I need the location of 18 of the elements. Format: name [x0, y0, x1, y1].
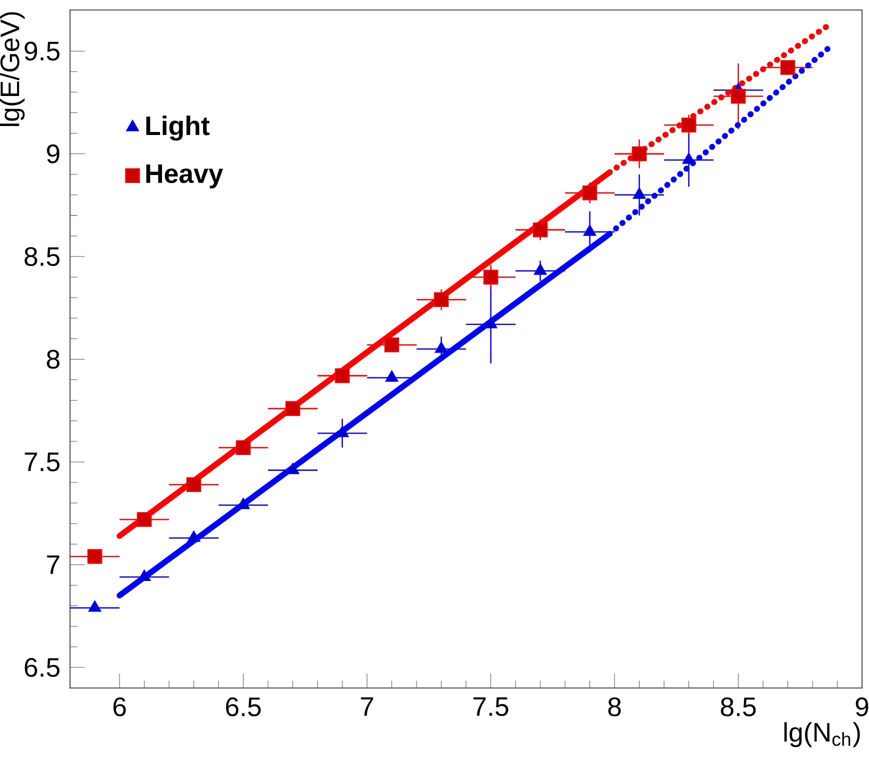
x-tick-label: 8.5	[720, 697, 756, 716]
y-tick-label: 7	[47, 556, 60, 574]
y-tick-label: 9.5	[24, 42, 60, 61]
y-tick-label: 8	[46, 350, 60, 369]
x-tick-label: 6	[113, 697, 126, 716]
y-tick-label: 9	[46, 144, 60, 164]
y-tick-label: 7.5	[24, 452, 60, 472]
y-tick-label: 6.5	[24, 658, 60, 677]
x-tick-label: 7.5	[474, 697, 508, 716]
x-tick-label: 7	[360, 697, 374, 716]
legend-label: Light	[146, 116, 210, 141]
y-axis-title: lg(E/GeV)	[0, 12, 25, 126]
x-axis-title: lg(N$_{ch}$)	[784, 722, 860, 748]
x-tick-label: 6.5	[226, 697, 261, 716]
legend-label: Heavy	[146, 164, 224, 188]
y-tick-label: 8.5	[24, 247, 60, 266]
x-tick-label: 9	[856, 697, 868, 716]
x-tick-label: 8	[608, 697, 621, 716]
